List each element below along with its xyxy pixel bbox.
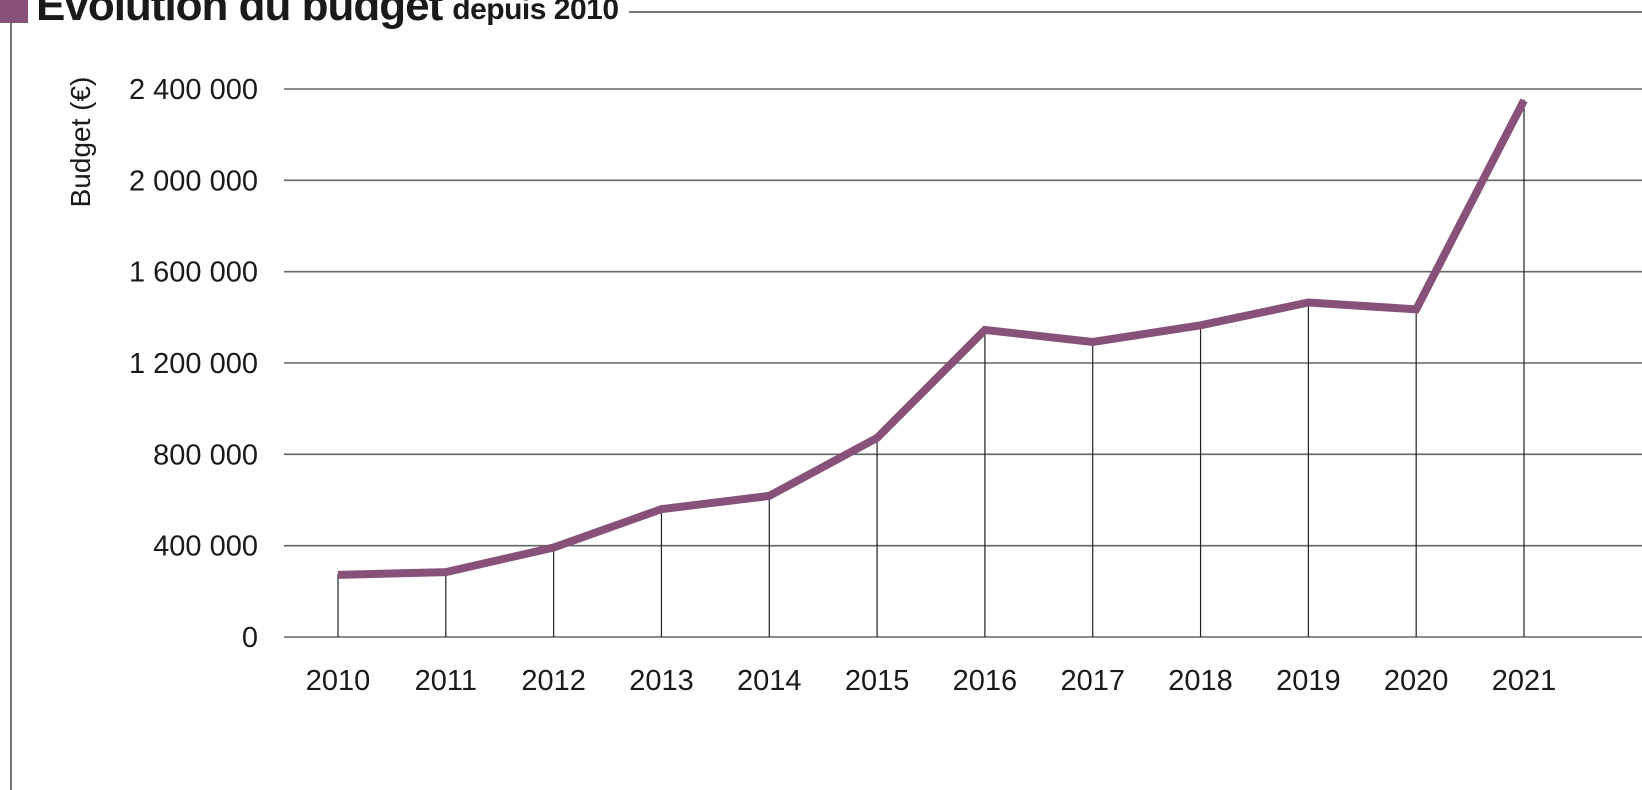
data-point (876, 436, 879, 439)
data-point (1199, 324, 1202, 327)
data-point (444, 571, 447, 574)
chart-title: Évolution du budget (36, 0, 443, 30)
y-tick-label: 1 600 000 (129, 257, 258, 289)
x-tick-label: 2010 (306, 665, 371, 697)
y-tick-label: 1 200 000 (129, 348, 258, 380)
data-point (337, 573, 339, 576)
data-point (552, 546, 555, 549)
x-tick-label: 2021 (1492, 665, 1557, 697)
x-tick-label: 2013 (629, 665, 694, 697)
data-point (1091, 340, 1094, 343)
budget-line (337, 98, 1528, 579)
series-layer (337, 98, 1528, 579)
title-marker-square (0, 0, 28, 23)
x-axis-ticks: 2010 2011 2012 2013 2014 2015 2016 2017 2018 2019… (306, 665, 1557, 697)
y-tick-label: 2 000 000 (129, 165, 258, 197)
chart-title-row: Évolution du budget depuis 2010 (0, 0, 1642, 30)
x-tick-label: 2011 (415, 665, 477, 697)
grid-layer (284, 88, 1642, 638)
y-tick-label: 0 (242, 622, 258, 654)
y-axis-title: Budget (€) (65, 77, 96, 208)
chart-subtitle: depuis 2010 (452, 0, 619, 26)
x-tick-label: 2018 (1168, 665, 1233, 697)
x-tick-label: 2016 (953, 665, 1018, 697)
x-tick-label: 2019 (1276, 665, 1341, 697)
drop-lines (337, 100, 1525, 637)
x-tick-label: 2014 (737, 665, 802, 697)
data-point (983, 328, 986, 331)
y-axis-ticks: 0 400 000 800 000 1 200 000 1 600 000 2 000 0… (129, 74, 258, 654)
data-point (660, 508, 663, 511)
title-rule (628, 11, 1642, 13)
chart-frame-left-border (10, 12, 12, 790)
y-tick-label: 400 000 (153, 531, 258, 563)
y-tick-label: 800 000 (153, 439, 258, 471)
x-tick-label: 2015 (845, 665, 910, 697)
data-point (1307, 301, 1310, 304)
x-tick-label: 2017 (1060, 665, 1125, 697)
x-tick-label: 2012 (521, 665, 586, 697)
data-point (768, 494, 771, 497)
data-point (1415, 308, 1418, 311)
x-tick-label: 2020 (1384, 665, 1449, 697)
data-point (1523, 99, 1525, 102)
y-tick-label: 2 400 000 (129, 74, 258, 106)
